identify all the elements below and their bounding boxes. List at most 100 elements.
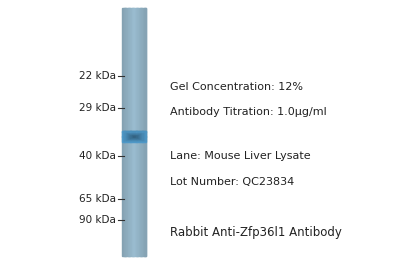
Bar [142, 131, 144, 132]
Bar [136, 8, 138, 256]
Bar [133, 133, 134, 134]
Text: Rabbit Anti-Zfp36l1 Antibody: Rabbit Anti-Zfp36l1 Antibody [170, 226, 342, 239]
Bar [144, 139, 145, 140]
Bar [129, 132, 131, 133]
Bar [144, 133, 145, 134]
Bar [135, 135, 136, 136]
Bar [130, 140, 132, 141]
Text: 40 kDa: 40 kDa [79, 151, 116, 161]
Bar [128, 133, 130, 134]
Bar [129, 134, 131, 135]
Bar [141, 133, 142, 134]
Bar [124, 137, 126, 138]
Bar [127, 132, 128, 133]
Bar [138, 136, 139, 137]
Bar [128, 141, 130, 142]
Bar [144, 134, 145, 135]
Bar [127, 136, 128, 137]
Bar [132, 132, 133, 133]
Bar [122, 139, 123, 140]
Bar [127, 140, 128, 141]
Bar [122, 131, 123, 132]
Bar [130, 131, 132, 132]
Bar [128, 131, 130, 132]
Bar [139, 132, 140, 133]
Bar [139, 8, 140, 256]
Bar [123, 133, 125, 134]
Bar [142, 133, 144, 134]
Bar [145, 138, 146, 139]
Bar [142, 131, 144, 132]
Bar [144, 131, 145, 132]
Bar [132, 131, 133, 132]
Bar [145, 137, 146, 138]
Bar [128, 135, 130, 136]
Bar [140, 131, 142, 132]
Bar [130, 132, 132, 133]
Bar [127, 131, 128, 132]
Bar [138, 131, 139, 132]
Bar [123, 141, 125, 142]
Bar [134, 134, 135, 135]
Bar [130, 137, 132, 138]
Bar [126, 138, 127, 139]
Bar [134, 131, 135, 132]
Bar [124, 138, 126, 139]
Bar [136, 141, 138, 142]
Bar [122, 133, 123, 134]
Bar [124, 140, 126, 141]
Bar [129, 135, 131, 136]
Bar [135, 138, 136, 139]
Bar [142, 139, 144, 140]
Bar [128, 131, 130, 132]
Bar [133, 138, 134, 139]
Bar [133, 8, 134, 256]
Bar [133, 135, 134, 136]
Bar [126, 131, 127, 132]
Bar [128, 140, 130, 141]
Bar [141, 138, 142, 139]
Bar [133, 140, 134, 141]
Bar [138, 134, 139, 135]
Bar [130, 135, 132, 136]
Bar [126, 139, 127, 140]
Bar [132, 8, 134, 256]
Bar [135, 140, 136, 141]
Bar [139, 131, 140, 132]
Bar [133, 131, 134, 132]
Bar [130, 141, 132, 142]
Bar [134, 141, 135, 142]
Bar [123, 132, 125, 133]
Bar [144, 140, 145, 141]
Bar [139, 137, 140, 138]
Bar [130, 8, 131, 256]
Bar [145, 132, 146, 133]
Bar [144, 132, 145, 133]
Bar [144, 137, 145, 138]
Bar [132, 8, 133, 256]
Bar [132, 131, 133, 132]
Bar [141, 141, 142, 142]
Bar [136, 140, 138, 141]
Bar [124, 139, 126, 140]
Bar [140, 135, 142, 136]
Bar [122, 135, 123, 136]
Bar [124, 8, 125, 256]
Bar [123, 136, 125, 137]
Bar [136, 134, 138, 135]
Bar [127, 131, 128, 132]
Bar [141, 134, 142, 135]
Bar [124, 131, 126, 132]
Bar [130, 131, 132, 132]
Bar [141, 131, 142, 132]
Bar [129, 139, 131, 140]
Bar [136, 136, 138, 137]
Bar [140, 131, 142, 132]
Bar [127, 139, 128, 140]
Bar [135, 139, 136, 140]
Text: Antibody Titration: 1.0µg/ml: Antibody Titration: 1.0µg/ml [170, 107, 327, 117]
Bar [130, 134, 132, 135]
Bar [140, 133, 142, 134]
Bar [136, 135, 138, 136]
Bar [129, 137, 131, 138]
